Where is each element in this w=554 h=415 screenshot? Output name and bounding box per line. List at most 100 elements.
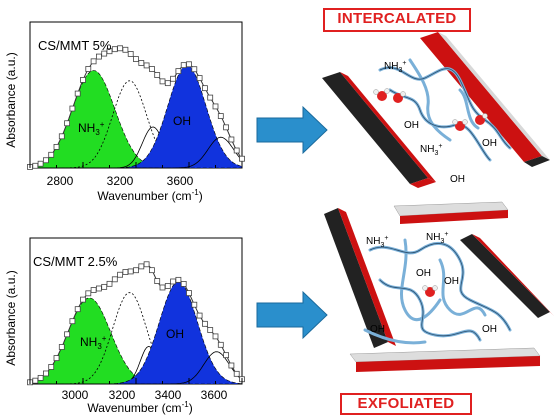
clay-platelet-bottom <box>349 347 541 372</box>
bot-data-point <box>69 318 76 325</box>
x-tick-bottom-3: 3600 <box>201 388 228 402</box>
top-data-point <box>201 85 208 92</box>
top-data-point <box>96 53 102 60</box>
x-tick-top-1: 3200 <box>107 174 134 188</box>
bot-data-point <box>159 284 166 291</box>
top-data-point <box>180 62 187 69</box>
bot-data-point <box>217 341 224 348</box>
bot-data-point <box>154 278 161 284</box>
bot-data-point <box>201 320 208 327</box>
bot-data-point <box>228 362 235 369</box>
clay-platelet-lower <box>322 72 436 188</box>
bot-data-point <box>196 312 203 319</box>
label-oh-b: OH <box>482 138 497 149</box>
clay-platelet-left <box>324 208 396 348</box>
ir-panel-bottom: CS/MMT 2.5% Absorbance (a.u.) 3000 3200 … <box>4 237 245 415</box>
top-data-point <box>80 77 86 83</box>
bot-data-point <box>101 283 108 290</box>
bot-data-point <box>48 364 55 370</box>
label-nh3-b: NH3+ <box>420 143 442 157</box>
water-molecule-icons-exfoliated <box>422 285 438 297</box>
top-data-point <box>127 51 134 57</box>
x-tick-bottom-0: 3000 <box>62 388 89 402</box>
label-nh3-a: NH3+ <box>384 60 406 74</box>
top-data-point <box>69 105 76 112</box>
bot-data-point <box>106 280 113 287</box>
top-data-point <box>207 94 214 101</box>
top-data-point <box>154 72 161 78</box>
bot-data-point <box>74 306 81 313</box>
bot-data-point <box>96 285 102 292</box>
arrow-top-icon <box>256 105 328 155</box>
exfoliated-banner: EXFOLIATED <box>340 393 472 415</box>
top-data-point <box>53 143 60 150</box>
panel-title-top: CS/MMT 5% <box>38 38 112 53</box>
top-data-point <box>143 62 150 69</box>
bot-data-point <box>138 263 145 270</box>
clay-platelet-top <box>393 201 509 224</box>
top-data-point <box>186 61 192 68</box>
label-nh3-c: NH3+ <box>366 235 388 249</box>
bot-data-point <box>233 370 240 377</box>
bot-data-point <box>133 267 139 274</box>
label-oh-g: OH <box>482 324 497 335</box>
peak-label-nh3-top: NH3+ <box>78 120 105 137</box>
bot-data-point <box>170 278 177 285</box>
top-data-point <box>64 120 70 127</box>
top-data-point <box>48 151 55 158</box>
top-data-point <box>111 46 118 53</box>
x-tick-bottom-2: 3400 <box>155 388 182 402</box>
intercalated-schematic: NH3+ OH NH3+ OH OH <box>322 32 550 188</box>
bot-data-point <box>207 327 214 333</box>
top-data-point <box>217 113 224 119</box>
top-data-point <box>212 103 219 110</box>
top-data-point <box>117 45 123 52</box>
bot-data-point <box>175 276 182 283</box>
x-tick-top-0: 2800 <box>47 174 74 188</box>
bot-data-point <box>122 269 129 275</box>
bot-data-point <box>148 267 155 274</box>
clay-platelet-right <box>460 234 554 318</box>
peak-label-oh-top: OH <box>173 114 191 128</box>
top-data-point <box>32 162 39 169</box>
bot-data-point <box>64 331 70 338</box>
bot-data-point <box>80 296 86 303</box>
bot-data-point <box>53 355 60 361</box>
bot-data-point <box>127 268 134 275</box>
top-data-point <box>233 147 240 154</box>
bot-data-point <box>191 301 198 308</box>
bot-data-point <box>223 352 230 359</box>
panel-title-bottom: CS/MMT 2.5% <box>33 254 118 269</box>
bot-data-point <box>117 271 123 278</box>
top-data-point <box>175 68 182 75</box>
bot-data-point <box>58 344 65 350</box>
label-oh-a: OH <box>404 120 419 131</box>
top-data-point <box>164 80 171 87</box>
x-tick-bottom-1: 3200 <box>109 388 136 402</box>
top-data-point <box>74 90 81 97</box>
bot-data-point <box>186 290 192 297</box>
label-nh3-d: NH3+ <box>426 231 448 245</box>
bot-data-point <box>212 333 219 340</box>
peak-label-oh-bottom: OH <box>166 327 184 341</box>
bot-data-point <box>164 283 171 289</box>
top-data-point <box>85 66 92 72</box>
bot-data-point <box>85 290 92 297</box>
top-data-point <box>58 133 65 140</box>
label-oh-d: OH <box>416 268 431 279</box>
peak-label-nh3-bottom: NH3+ <box>80 334 107 351</box>
bot-data-point <box>90 287 97 293</box>
x-axis-label-bottom: Wavenumber (cm-1) <box>87 400 192 415</box>
y-axis-label-bottom: Absorbance (a.u.) <box>4 270 18 365</box>
top-data-point <box>223 124 230 131</box>
bot-data-point <box>37 374 44 381</box>
intercalated-banner: INTERCALATED <box>323 8 471 32</box>
top-data-point <box>148 66 155 72</box>
top-data-point <box>170 75 177 82</box>
bot-data-point <box>143 261 150 268</box>
top-data-point <box>133 56 139 63</box>
top-data-point <box>191 66 198 73</box>
clay-platelet-upper <box>420 32 550 167</box>
top-data-point <box>159 78 166 85</box>
label-oh-f: OH <box>370 324 385 335</box>
